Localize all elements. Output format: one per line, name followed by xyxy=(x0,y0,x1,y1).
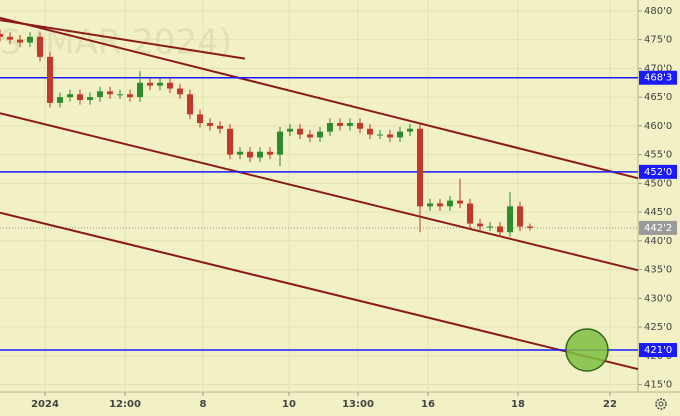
candle-body xyxy=(7,36,13,40)
x-tick-label: 10 xyxy=(282,399,296,410)
y-tick-label: 460'0 xyxy=(644,121,672,132)
candle-body xyxy=(477,223,483,227)
candle-body xyxy=(207,123,213,126)
candle-body xyxy=(0,33,3,37)
candle-body xyxy=(427,203,433,207)
candle-body xyxy=(277,131,283,155)
x-tick-label: 8 xyxy=(200,399,207,410)
gear-center xyxy=(658,401,664,407)
x-tick-label: 18 xyxy=(511,399,525,410)
price-tag-label: 421'0 xyxy=(644,345,672,356)
candle-body xyxy=(147,82,153,86)
candle-body xyxy=(157,82,163,86)
candle-body xyxy=(317,131,323,138)
candle-body xyxy=(507,206,513,233)
candle-body xyxy=(127,94,133,98)
candle-body xyxy=(467,203,473,224)
watermark: ES (MAR 2024) xyxy=(0,23,232,63)
y-tick-label: 455'0 xyxy=(644,150,672,161)
x-tick-label: 12:00 xyxy=(109,399,141,410)
y-tick-label: 445'0 xyxy=(644,207,672,218)
candle-body xyxy=(287,128,293,132)
y-tick-label: 475'0 xyxy=(644,35,672,46)
candle-body xyxy=(367,128,373,135)
candle-body xyxy=(27,36,33,43)
trend-line xyxy=(0,19,246,60)
price-tag xyxy=(639,220,677,235)
candle-body xyxy=(177,88,183,95)
trend-line xyxy=(0,211,638,371)
y-tick-label: 470'0 xyxy=(644,63,672,74)
y-tick-label: 430'0 xyxy=(644,293,672,304)
candle-body xyxy=(97,91,103,98)
y-tick-label: 425'0 xyxy=(644,322,672,333)
candle-body xyxy=(137,82,143,98)
candle-body xyxy=(57,97,63,103)
price-tag-label: 468'3 xyxy=(644,73,672,84)
candle-body xyxy=(237,151,243,155)
candle-body xyxy=(497,226,503,233)
marker-circle xyxy=(565,328,609,372)
candle-body xyxy=(267,151,273,155)
candle-body xyxy=(257,151,263,158)
x-tick-label: 2024 xyxy=(31,399,59,410)
candle-body xyxy=(517,206,523,227)
price-tag-label: 442'2 xyxy=(644,223,672,234)
y-tick-label: 440'0 xyxy=(644,236,672,247)
settings-icon[interactable] xyxy=(652,396,670,412)
candle-body xyxy=(527,226,533,228)
trend-line xyxy=(0,112,638,272)
candle-body xyxy=(37,36,43,57)
candle-body xyxy=(47,56,53,103)
candle-body xyxy=(67,94,73,98)
candle-body xyxy=(417,128,423,207)
candle-body xyxy=(377,134,383,136)
candle-body xyxy=(227,128,233,155)
candle-body xyxy=(117,94,123,96)
candle-body xyxy=(457,200,463,204)
candle-body xyxy=(87,97,93,101)
price-tag xyxy=(639,343,677,358)
candle-body xyxy=(17,39,23,43)
candle-body xyxy=(387,134,393,138)
candle-body xyxy=(297,128,303,135)
plot xyxy=(0,0,638,392)
gear xyxy=(655,398,667,410)
x-tick-label: 16 xyxy=(421,399,435,410)
candle-body xyxy=(437,203,443,207)
y-tick-label: 415'0 xyxy=(644,380,672,391)
candle-body xyxy=(407,128,413,132)
candle-body xyxy=(327,123,333,132)
candle-body xyxy=(487,226,493,228)
candle-body xyxy=(167,82,173,89)
x-tick-label: 22 xyxy=(603,399,617,410)
candle-body xyxy=(77,94,83,101)
price-tag-label: 452'0 xyxy=(644,167,672,178)
candle-body xyxy=(357,123,363,129)
candle-body xyxy=(397,131,403,138)
trend-line xyxy=(0,16,638,180)
y-tick-label: 450'0 xyxy=(644,178,672,189)
y-tick-label: 480'0 xyxy=(644,6,672,17)
candle-body xyxy=(107,91,113,95)
price-tag xyxy=(639,70,677,85)
candle-body xyxy=(307,134,313,138)
y-tick-label: 435'0 xyxy=(644,265,672,276)
candle-body xyxy=(337,123,343,126)
candle-body xyxy=(347,123,353,126)
candle-body xyxy=(187,94,193,115)
candle-body xyxy=(447,200,453,207)
candle-body xyxy=(247,151,253,158)
price-tag xyxy=(639,164,677,179)
candle-body xyxy=(217,125,223,129)
y-tick-label: 465'0 xyxy=(644,92,672,103)
candle-body xyxy=(197,114,203,124)
x-tick-label: 13:00 xyxy=(342,399,374,410)
